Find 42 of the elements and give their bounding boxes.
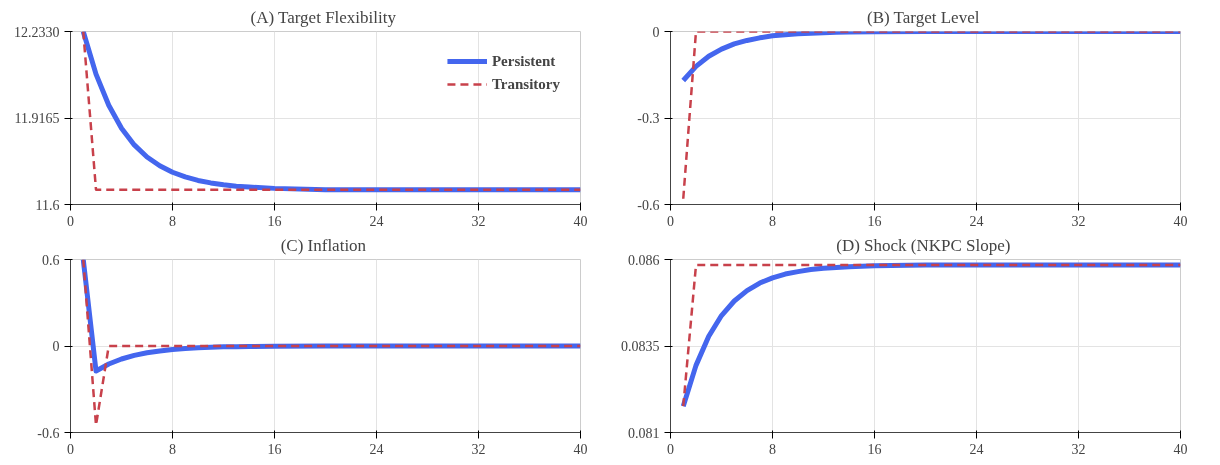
legend-label: Transitory xyxy=(491,75,560,93)
x-tick-label: 24 xyxy=(969,441,984,457)
y-tick-label: 11.6 xyxy=(35,197,60,213)
x-tick-label: 0 xyxy=(667,441,674,457)
chart-title: (D) Shock (NKPC Slope) xyxy=(836,235,1011,255)
x-tick-label: 32 xyxy=(471,441,486,457)
y-tick-label: 12.2330 xyxy=(14,24,60,40)
x-tick-label: 16 xyxy=(867,213,882,229)
x-tick-label: 16 xyxy=(267,441,282,457)
y-tick-label: 0.086 xyxy=(628,252,660,268)
x-tick-label: 16 xyxy=(867,441,882,457)
x-tick-label: 8 xyxy=(769,441,776,457)
x-tick-label: 16 xyxy=(267,213,282,229)
x-tick-label: 40 xyxy=(1173,213,1188,229)
y-tick-label: 0.081 xyxy=(628,425,660,441)
chart-title: (B) Target Level xyxy=(867,7,980,27)
x-tick-label: 24 xyxy=(969,213,984,229)
x-tick-label: 40 xyxy=(573,441,588,457)
x-tick-label: 0 xyxy=(67,213,74,229)
y-tick-label: -0.3 xyxy=(637,111,660,126)
x-tick-label: 32 xyxy=(1071,213,1086,229)
chart-title: (A) Target Flexibility xyxy=(250,7,397,27)
x-tick-label: 40 xyxy=(1173,441,1188,457)
x-tick-label: 24 xyxy=(369,441,384,457)
x-tick-label: 8 xyxy=(169,213,176,229)
y-tick-label: 11.9165 xyxy=(14,111,60,126)
x-tick-label: 24 xyxy=(369,213,384,229)
chart-title: (C) Inflation xyxy=(280,235,367,255)
y-tick-label: 0.6 xyxy=(42,252,60,268)
x-tick-label: 8 xyxy=(169,441,176,457)
y-tick-label: -0.6 xyxy=(37,425,60,441)
x-tick-label: 40 xyxy=(573,213,588,229)
y-tick-label: 0.0835 xyxy=(621,339,660,354)
y-tick-label: 0 xyxy=(52,339,60,354)
y-tick-label: 0 xyxy=(652,24,660,40)
x-tick-label: 32 xyxy=(471,213,486,229)
x-tick-label: 0 xyxy=(667,213,674,229)
x-tick-label: 32 xyxy=(1071,441,1086,457)
x-tick-label: 0 xyxy=(67,441,74,457)
y-tick-label: -0.6 xyxy=(637,197,660,213)
legend-label: Persistent xyxy=(491,52,556,70)
x-tick-label: 8 xyxy=(769,213,776,229)
